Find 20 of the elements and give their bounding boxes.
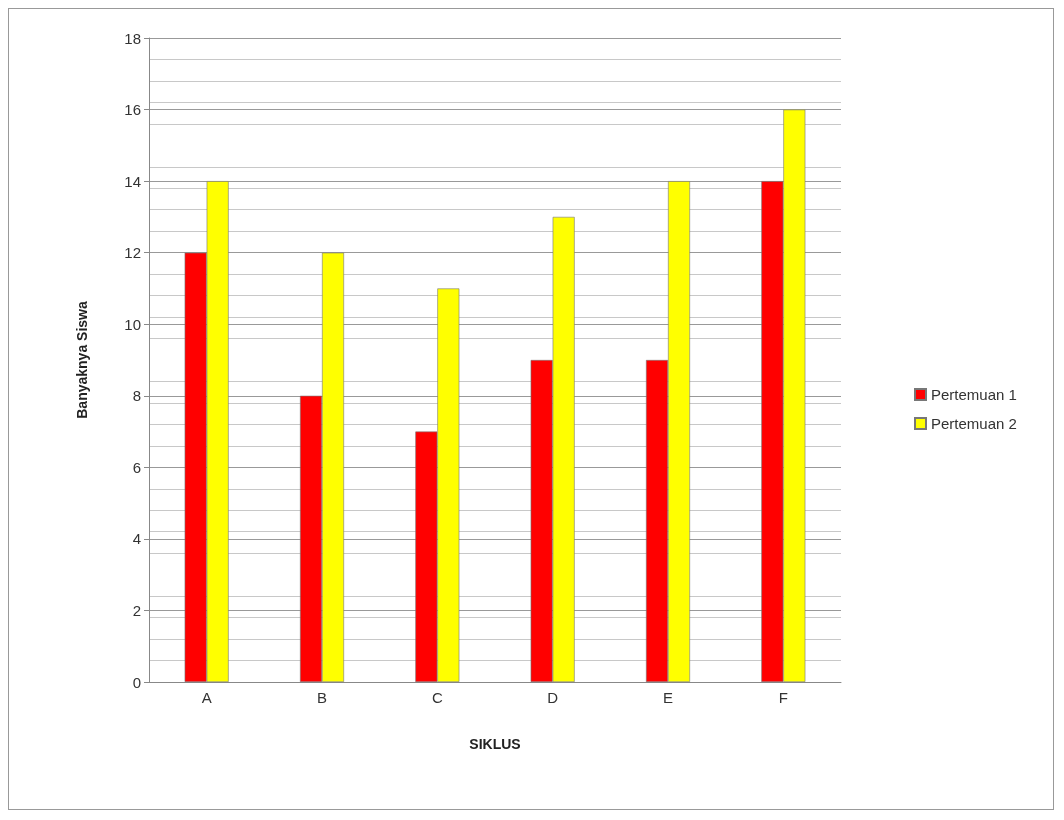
y-tick-label: 18 bbox=[124, 29, 141, 47]
y-axis-title: Banyaknya Siswa bbox=[74, 301, 90, 419]
y-tick-label: 2 bbox=[132, 601, 141, 619]
x-tick-label: C bbox=[431, 689, 443, 706]
x-tick-label: D bbox=[547, 689, 559, 706]
y-tick-label: 4 bbox=[132, 530, 141, 548]
y-tick-label: 16 bbox=[124, 101, 141, 119]
x-tick-label: A bbox=[201, 689, 212, 706]
y-tick-label: 6 bbox=[132, 458, 141, 476]
y-tick-label: 12 bbox=[124, 244, 141, 262]
legend-label: Pertemuan 1 bbox=[931, 386, 1017, 403]
y-tick-label: 14 bbox=[124, 172, 141, 190]
y-tick-label: 10 bbox=[124, 315, 141, 333]
x-tick-label: B bbox=[316, 689, 328, 706]
x-tick-label: E bbox=[662, 689, 674, 706]
x-axis-title: SIKLUS bbox=[469, 736, 521, 752]
y-tick-label: 8 bbox=[132, 387, 141, 405]
y-tick-label: 0 bbox=[132, 673, 141, 691]
x-tick-label: F bbox=[778, 689, 788, 706]
legend-label: Pertemuan 2 bbox=[931, 415, 1017, 432]
